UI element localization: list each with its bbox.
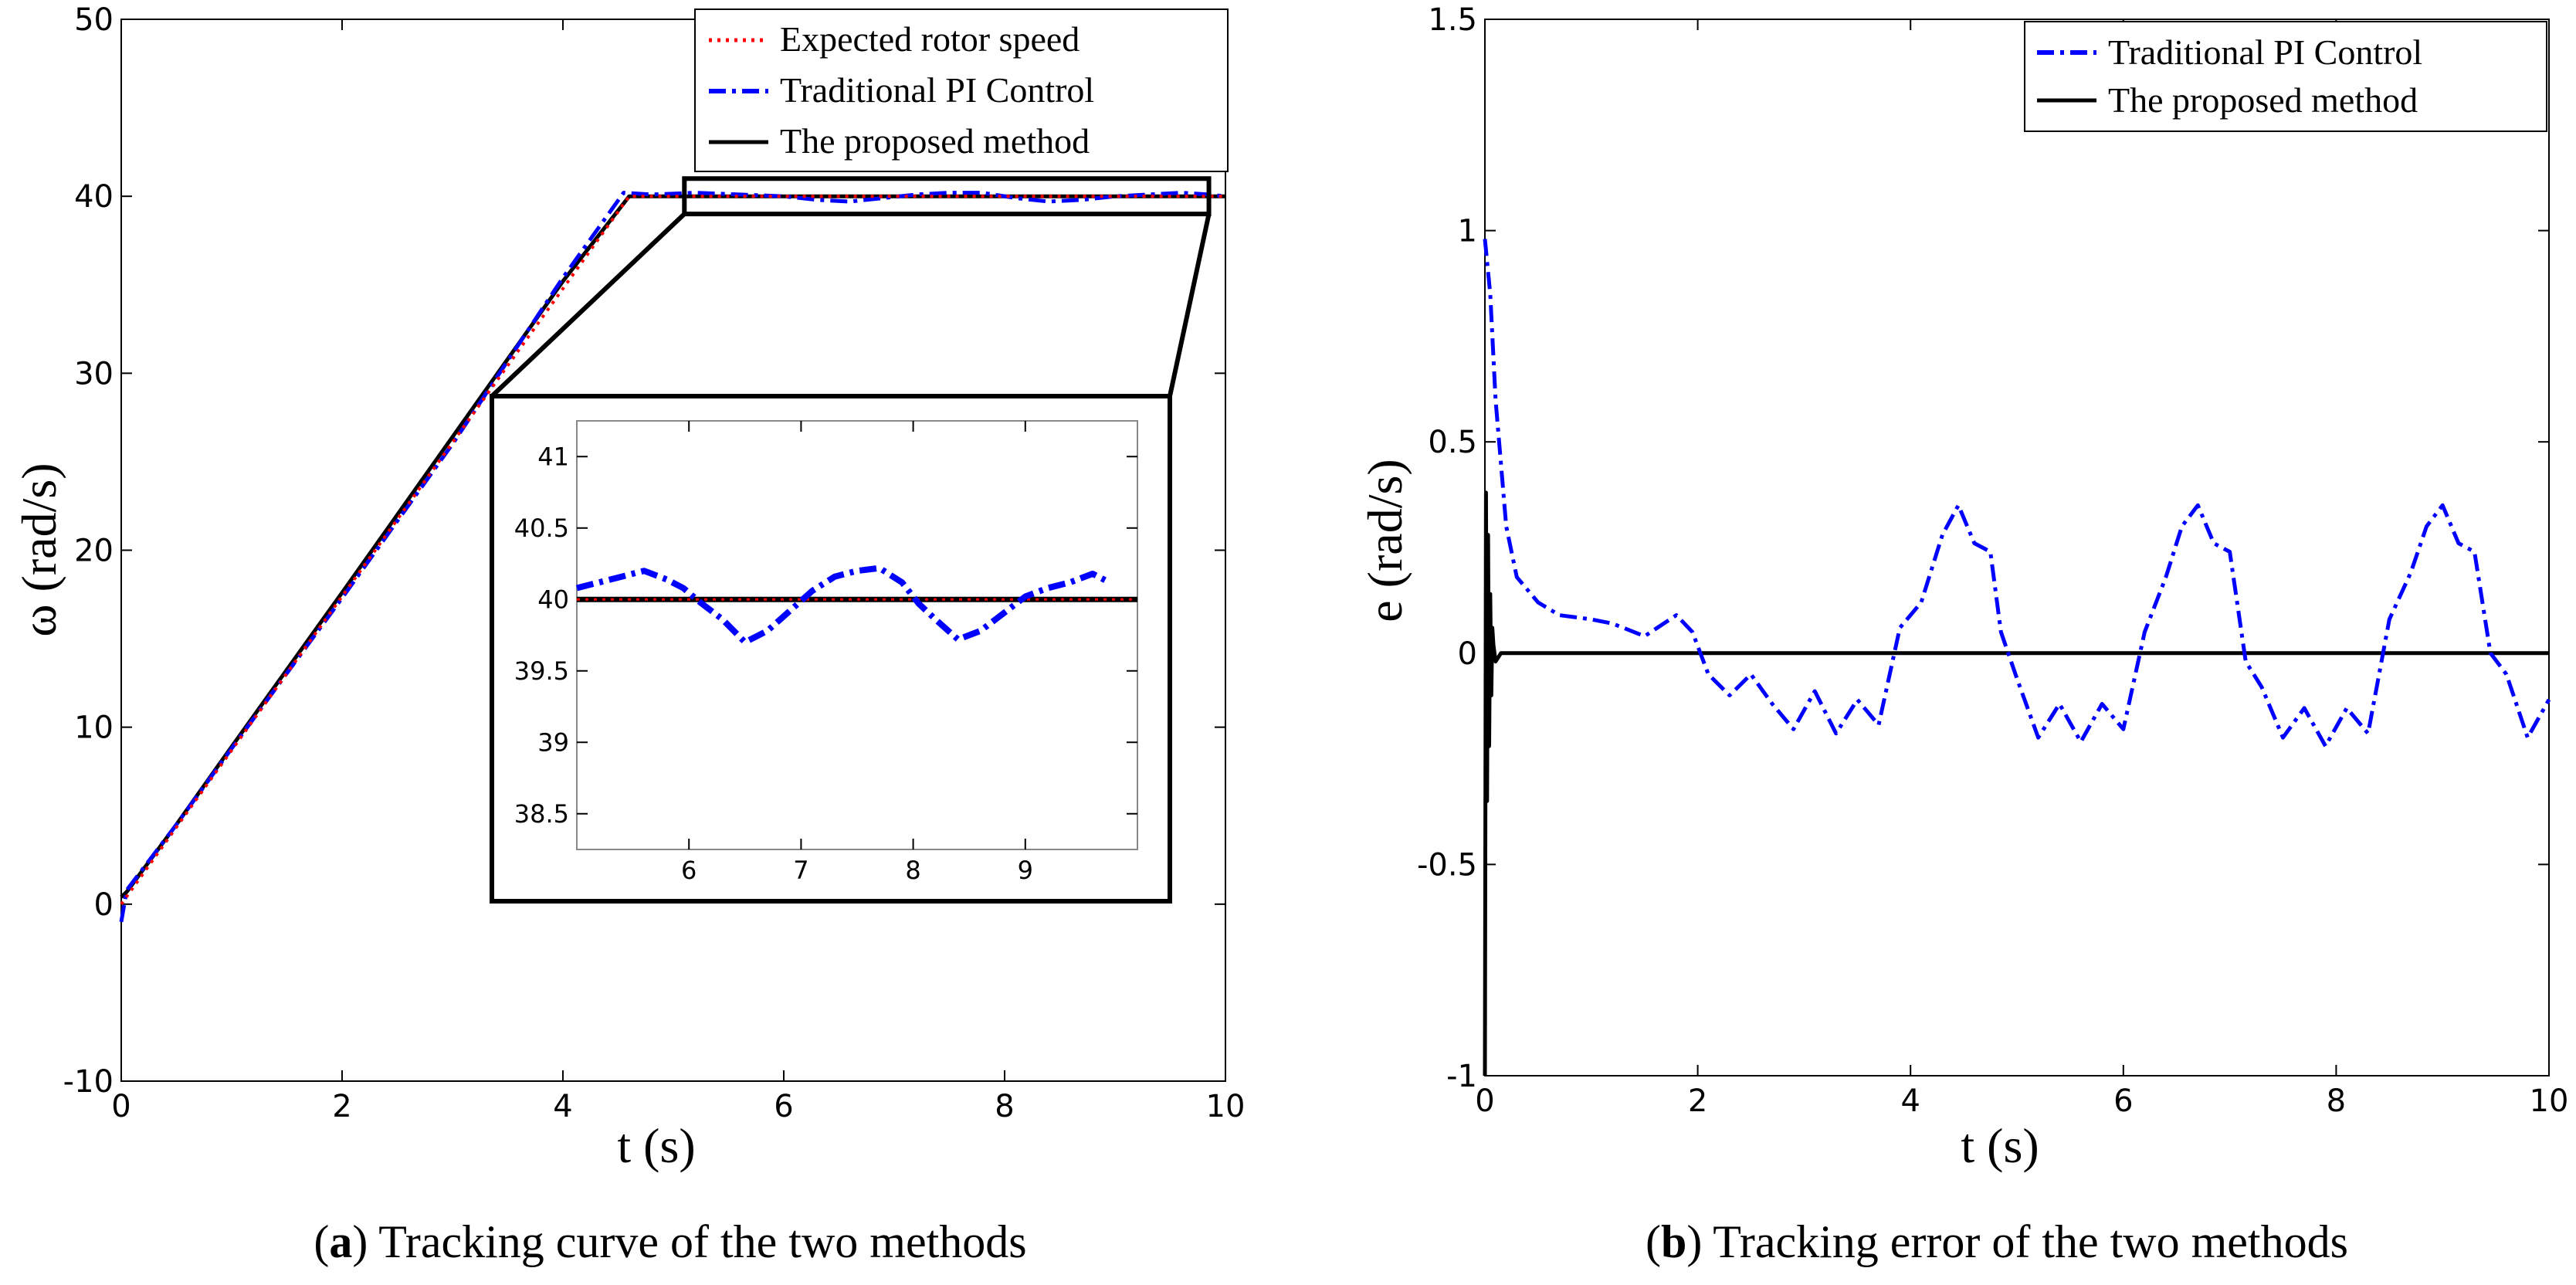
- panel-b-ytick-label: 1: [1458, 214, 1477, 249]
- panel-a-ylabel: ω (rad/s): [12, 463, 66, 636]
- panel-b-ytick-label: 0.5: [1428, 425, 1477, 460]
- panel-a-xtick-label: 8: [995, 1089, 1014, 1124]
- legend-b-proposed-label: The proposed method: [2108, 80, 2418, 120]
- panel-a-ytick-label: 40: [74, 179, 114, 215]
- inset-outer-frame: [490, 394, 1172, 904]
- caption-a-text: Tracking curve of the two methods: [368, 1216, 1026, 1267]
- legend-a-proposed-label: The proposed method: [780, 121, 1090, 161]
- panel-b-lines: [1483, 239, 2551, 1076]
- panel-b-legend-box: [2024, 21, 2547, 132]
- inset-traditional-pi: [576, 565, 1111, 646]
- inset-ytick-label: 39.5: [514, 656, 569, 686]
- inset-ytick-label: 39: [537, 727, 569, 757]
- panel-b-legend: Traditional PI Control The proposed meth…: [2024, 21, 2547, 132]
- caption-a-letter: a: [329, 1216, 352, 1267]
- zoom-connector-left: [490, 212, 686, 398]
- panel-b-xtick-label: 0: [1475, 1083, 1494, 1119]
- inset-xtick-label: 6: [681, 856, 697, 885]
- panel-b-xtick-label: 8: [2327, 1083, 2346, 1119]
- panel-b-ytick-label: 0: [1458, 636, 1477, 672]
- panel-b-xtick-label: 6: [2113, 1083, 2133, 1119]
- panel-a-ytick-label: 10: [74, 710, 114, 746]
- panel-a-xtick-label: 10: [1206, 1089, 1246, 1124]
- legend-a-pi-label: Traditional PI Control: [780, 70, 1094, 110]
- panel-a-inset: 6 7 8 9 38.5 39 39.5 40 40.5 41: [490, 394, 1172, 904]
- panel-a-ytick-label: 20: [74, 534, 114, 569]
- panel-b-xlabel: t (s): [1961, 1118, 2039, 1173]
- panel-b-xtick-label: 2: [1688, 1083, 1707, 1119]
- panel-a-ytick-label: 50: [74, 2, 114, 38]
- series-b-proposed-method: [1483, 490, 2549, 1076]
- panel-a-legend-box: [694, 8, 1229, 172]
- panel-a-legend: Expected rotor speed Traditional PI Cont…: [694, 8, 1229, 172]
- panel-a-xtick-label: 4: [553, 1089, 572, 1124]
- panel-a-ytick-label: -10: [63, 1064, 114, 1100]
- series-a-expected-speed: [120, 195, 1225, 905]
- panel-b-ytick-label: -1: [1446, 1059, 1477, 1094]
- inset-ytick-label: 38.5: [514, 799, 569, 829]
- inset-ytick-label: 40.5: [514, 514, 569, 543]
- panel-a-xtick-label: 6: [774, 1089, 793, 1124]
- panel-b-ytick-label: -0.5: [1417, 847, 1477, 883]
- panel-b-ylabel: e (rad/s): [1357, 459, 1412, 622]
- panel-a-ytick-label: 0: [94, 887, 114, 923]
- caption-b-letter: b: [1661, 1216, 1686, 1267]
- legend-b-pi-label: Traditional PI Control: [2108, 32, 2422, 72]
- panel-b-ytick-label: 1.5: [1428, 2, 1477, 38]
- inset-ytick-label: 40: [537, 585, 569, 614]
- inset-xtick-label: 9: [1018, 856, 1033, 885]
- zoom-region-box: [682, 176, 1212, 217]
- legend-a-expected-label: Expected rotor speed: [780, 19, 1080, 59]
- inset-lines: [576, 565, 1137, 646]
- series-b-traditional-pi: [1483, 239, 2551, 748]
- panel-a-xtick-label: 0: [111, 1089, 130, 1124]
- inset-ytick-label: 41: [537, 442, 569, 471]
- panel-b-tracking-error: 0 2 4 6 8 10 -1 -0.5 0 0.5 1 1.5 e (rad/s) t (s) Tr…: [1357, 2, 2568, 1173]
- caption-b: (b) Tracking error of the two methods: [1646, 1216, 2348, 1267]
- panel-b-xtick-label: 4: [1900, 1083, 1920, 1119]
- inset-axes-frame: [576, 420, 1138, 850]
- panel-a-xtick-label: 2: [332, 1089, 351, 1124]
- panel-a-lines: [119, 191, 1226, 923]
- caption-a: (a) Tracking curve of the two methods: [314, 1216, 1026, 1267]
- panel-a-zoom-connectors: [490, 176, 1212, 398]
- panel-b-xtick-label: 10: [2530, 1083, 2569, 1119]
- panel-a-xlabel: t (s): [617, 1118, 695, 1173]
- inset-xtick-label: 8: [905, 856, 920, 885]
- caption-b-text: Tracking error of the two methods: [1702, 1216, 2348, 1267]
- inset-xtick-label: 7: [793, 856, 808, 885]
- panel-b-ticks: 0 2 4 6 8 10 -1 -0.5 0 0.5 1 1.5: [1417, 2, 2569, 1119]
- zoom-connector-right: [1168, 213, 1212, 397]
- panel-a-ytick-label: 30: [74, 356, 114, 392]
